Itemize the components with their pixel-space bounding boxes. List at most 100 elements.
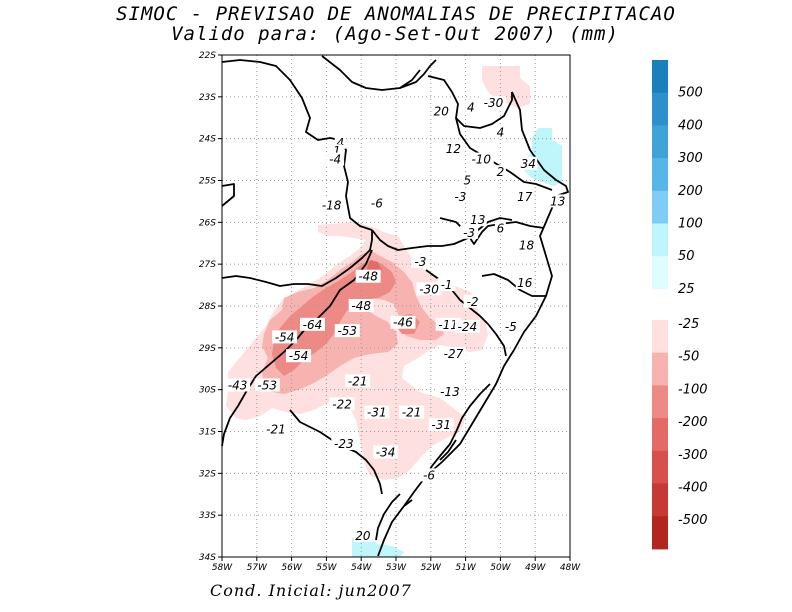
value-label: -54 [272, 330, 298, 344]
value-label-background [390, 315, 416, 329]
value-label-text: -6 [371, 197, 383, 211]
colorbar-swatch-positive [652, 256, 668, 290]
y-tick-label: 26S [199, 218, 216, 228]
colorbar-swatch-negative [652, 450, 668, 484]
value-label-background [468, 213, 487, 227]
x-tick-label: 52W [421, 563, 442, 573]
colorbar-swatch-negative [652, 483, 668, 517]
value-label-text: -10 [471, 153, 491, 167]
colorbar-label-positive: 100 [678, 217, 703, 232]
value-label-background [519, 156, 538, 170]
value-label: -43 [225, 378, 251, 392]
value-label-background [326, 152, 345, 166]
value-label-background [420, 468, 439, 482]
value-label: -11 [435, 317, 461, 332]
positive-area-south [352, 538, 404, 557]
value-label-text: -54 [289, 349, 309, 363]
value-label-background [444, 142, 463, 156]
value-label-background [225, 378, 251, 392]
x-tick-label: 51W [455, 563, 476, 573]
value-label-text: 13 [550, 194, 565, 208]
value-label: -46 [390, 315, 416, 330]
value-label-background [411, 255, 430, 269]
value-label: 12 [444, 142, 463, 156]
value-label-text: -22 [332, 397, 352, 411]
value-label: 1 [331, 144, 343, 158]
y-tick-label: 22S [199, 51, 216, 61]
value-label: -27 [440, 347, 466, 361]
value-label-background [440, 347, 466, 361]
value-label-text: 4 [467, 100, 475, 114]
value-label: -64 [299, 317, 325, 332]
colorbar-swatch-positive [652, 190, 668, 224]
value-label: -18 [319, 198, 345, 213]
colorbar-label-negative: -400 [678, 481, 708, 496]
value-label-text: -3 [463, 226, 475, 240]
value-label-background [451, 190, 470, 204]
value-label-background [272, 330, 298, 344]
y-tick-label: 23S [199, 93, 216, 103]
value-label-text: -24 [458, 320, 478, 334]
value-label: -2 [463, 294, 482, 309]
colorbar-label-positive: 25 [678, 282, 695, 297]
value-label: -31 [428, 418, 454, 432]
value-label-background [515, 275, 534, 289]
colorbar-label-negative: -100 [678, 382, 708, 397]
value-label-background [348, 299, 374, 312]
value-label-text: -48 [358, 270, 378, 284]
colorbar-swatch-negative [652, 385, 668, 419]
value-label-background [494, 165, 506, 179]
value-label-text: -46 [393, 316, 413, 330]
value-label-background [548, 194, 567, 208]
value-label-background [299, 317, 325, 331]
value-label-text: -53 [257, 378, 277, 392]
positive-area-east [524, 128, 562, 186]
colorbar-swatch-positive [652, 158, 668, 192]
value-label-background [517, 238, 536, 252]
y-tick-label: 32S [199, 469, 216, 479]
y-tick-label: 28S [199, 302, 216, 312]
value-label-text: 4 [497, 125, 505, 139]
value-label-text: 16 [517, 276, 533, 290]
value-label-text: -34 [376, 445, 396, 459]
value-label: -5 [501, 319, 520, 334]
value-label-background [460, 225, 479, 239]
value-label: -22 [329, 397, 355, 411]
colorbar-swatch-positive [652, 92, 668, 126]
value-label-text: -11 [438, 318, 458, 332]
colorbar-label-negative: -200 [678, 415, 708, 430]
value-label-text: -18 [322, 199, 342, 213]
colorbar-label-negative: -25 [678, 317, 699, 332]
x-tick-label: 53W [386, 563, 407, 573]
value-label-background [254, 378, 280, 392]
value-label-background [367, 196, 386, 210]
value-label-background [329, 397, 355, 411]
colorbar-label-positive: 400 [678, 118, 703, 133]
value-label-text: -54 [275, 330, 295, 344]
value-label: -30 [416, 282, 442, 296]
y-tick-label: 27S [199, 260, 216, 270]
value-label-text: -4 [329, 153, 341, 167]
value-label-background [435, 317, 461, 331]
value-label-text: -30 [484, 96, 504, 110]
x-tick-label: 57W [247, 563, 268, 573]
y-tick-label: 30S [199, 386, 216, 396]
value-label-text: 17 [517, 190, 533, 204]
value-label: 17 [515, 190, 534, 204]
value-label-text: -53 [337, 324, 357, 338]
value-label: 5 [461, 173, 473, 188]
value-label: -3 [460, 225, 479, 240]
colorbar-swatch-negative [652, 516, 668, 550]
value-label-text: -13 [440, 385, 460, 399]
value-label-text: -21 [402, 406, 422, 420]
value-label-text: -3 [414, 255, 426, 269]
initial-condition-label: Cond. Inicial: jun2007 [210, 581, 412, 600]
value-label-text: -31 [367, 406, 387, 420]
value-label: -31 [364, 405, 390, 420]
value-label: -21 [345, 374, 371, 388]
value-label-text: 2 [497, 165, 505, 179]
value-label: 4 [494, 125, 506, 139]
value-label-background [437, 278, 456, 292]
value-label-text: -6 [423, 468, 435, 482]
value-label-text: 6 [497, 222, 505, 236]
